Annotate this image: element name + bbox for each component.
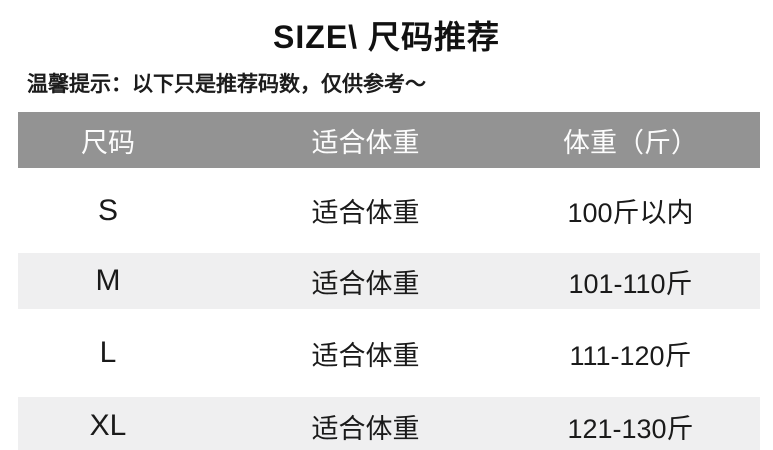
weight-range: 100斤以内 — [567, 198, 694, 228]
fit-label: 适合体重 — [311, 413, 420, 444]
size-value: XL — [89, 409, 127, 442]
table-row-l: L 适合体重 111-120斤 — [18, 309, 760, 397]
size-value: M — [95, 264, 121, 297]
table-row-m: M 适合体重 101-110斤 — [18, 253, 760, 309]
size-table: 尺码 适合体重 体重（斤） S 适合体重 100斤以内 M 适合体重 101-1… — [18, 112, 760, 450]
size-value: L — [99, 336, 117, 369]
table-header-row: 尺码 适合体重 体重（斤） — [18, 112, 760, 168]
table-row-s: S 适合体重 100斤以内 — [18, 168, 760, 253]
weight-range: 101-110斤 — [568, 268, 693, 299]
notice-text: 温馨提示：以下只是推荐码数，仅供参考～ — [27, 73, 426, 96]
fit-label: 适合体重 — [311, 198, 420, 228]
page-title: SIZE\ 尺码推荐 — [273, 19, 500, 55]
header-cell-weight: 体重（斤） — [563, 127, 698, 158]
table-row-xl: XL 适合体重 121-130斤 — [18, 397, 760, 450]
size-value: S — [97, 193, 118, 227]
fit-label: 适合体重 — [311, 268, 420, 299]
header-cell-fit: 适合体重 — [311, 127, 420, 158]
weight-range: 121-130斤 — [567, 413, 694, 444]
fit-label: 适合体重 — [311, 340, 420, 371]
header-cell-size: 尺码 — [81, 127, 135, 158]
weight-range: 111-120斤 — [569, 340, 692, 371]
